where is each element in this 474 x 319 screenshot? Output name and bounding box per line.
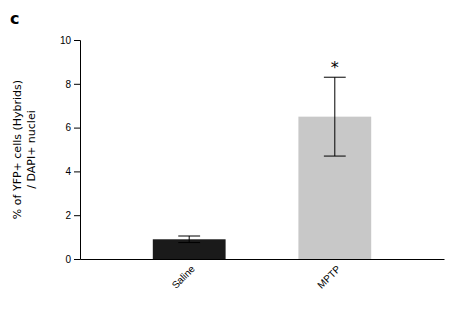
y-tick: 0 <box>65 254 80 265</box>
y-tick-label: 0 <box>65 254 71 265</box>
y-tick-label: 6 <box>65 122 71 133</box>
x-tick: MPTP <box>315 259 343 291</box>
y-tick-label: 8 <box>65 79 71 90</box>
y-tick-label: 2 <box>65 210 71 221</box>
y-tick-mark <box>74 171 80 172</box>
y-tick: 4 <box>65 166 80 177</box>
y-tick: 2 <box>65 210 80 221</box>
marks <box>153 77 371 259</box>
error-bar <box>178 236 200 243</box>
x-tick-label: Saline <box>170 263 198 291</box>
plot: 0 2 4 6 8 10 Saline MPTP * % of YFP+ cells (Hybri… <box>11 35 444 291</box>
y-axis-title-line: / DAPI+ nuclei <box>25 110 38 188</box>
error-bar-stem <box>334 77 335 156</box>
y-tick-mark <box>74 259 80 260</box>
error-bar-stem <box>189 236 190 243</box>
y-tick: 6 <box>65 122 80 133</box>
y-tick: 10 <box>60 35 80 46</box>
error-bar <box>324 77 346 156</box>
y-tick-label: 10 <box>60 35 72 46</box>
y-tick-mark <box>74 40 80 41</box>
y-tick-mark <box>74 84 80 85</box>
error-bar-cap <box>324 156 346 157</box>
chart: 0 2 4 6 8 10 Saline MPTP * % of YFP+ cells (Hybri… <box>0 0 474 319</box>
y-axis-title: % of YFP+ cells (Hybrids)/ DAPI+ nuclei <box>11 80 37 219</box>
x-tick-label: MPTP <box>315 263 343 291</box>
error-bar-cap <box>178 242 200 243</box>
x-axis-line <box>81 259 445 260</box>
bar <box>153 239 226 259</box>
x-tick: Saline <box>170 259 198 291</box>
error-bar-cap <box>178 236 200 237</box>
title: c <box>10 9 19 28</box>
y-axis-title-line: % of YFP+ cells (Hybrids) <box>11 80 24 219</box>
y-tick-label: 4 <box>65 166 71 177</box>
y-axis: 0 2 4 6 8 10 <box>60 35 81 265</box>
y-tick-mark <box>74 128 80 129</box>
annotation: * <box>331 58 339 77</box>
y-tick-mark <box>74 215 80 216</box>
x-axis: Saline MPTP <box>81 259 445 291</box>
y-axis-line <box>74 41 81 260</box>
y-tick: 8 <box>65 79 80 90</box>
